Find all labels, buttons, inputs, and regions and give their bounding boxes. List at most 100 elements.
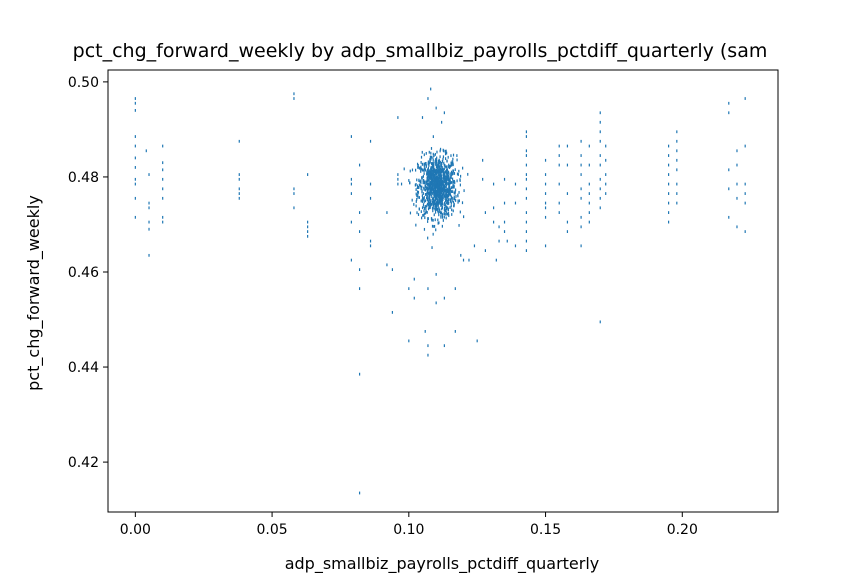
data-point (358, 268, 361, 272)
data-point (441, 224, 443, 228)
data-point (430, 193, 432, 196)
data-point (736, 149, 738, 153)
data-point (423, 200, 425, 204)
data-point (446, 212, 448, 216)
data-point (421, 189, 423, 193)
data-point (426, 172, 429, 175)
data-point (386, 211, 388, 214)
data-point (358, 372, 361, 376)
x-axis: 0.00 0.05 0.10 0.15 0.20 (120, 512, 698, 538)
data-point (441, 195, 443, 199)
data-point (446, 165, 448, 169)
data-point (447, 208, 449, 211)
data-point (433, 224, 436, 228)
data-point (438, 185, 440, 189)
data-point (434, 189, 436, 192)
data-point (350, 177, 352, 181)
data-point (162, 168, 164, 172)
data-point (428, 180, 430, 184)
data-point (428, 174, 430, 177)
data-point (427, 217, 429, 220)
data-point (668, 220, 670, 224)
data-point (676, 182, 678, 186)
data-point (439, 177, 442, 181)
data-point (453, 172, 456, 175)
data-point (437, 170, 439, 174)
data-point (599, 163, 601, 167)
data-point (438, 184, 440, 187)
data-point (445, 199, 447, 203)
data-point (435, 201, 438, 204)
data-point (440, 211, 442, 214)
data-point (446, 199, 448, 203)
data-point (432, 179, 434, 183)
chart-title: pct_chg_forward_weekly by adp_smallbiz_p… (73, 40, 768, 62)
data-point (421, 168, 424, 172)
data-point (668, 154, 670, 157)
data-point (418, 196, 421, 199)
data-point (462, 258, 465, 262)
data-point (435, 272, 437, 276)
data-point (445, 170, 447, 173)
data-point (425, 207, 427, 210)
data-point (439, 184, 441, 188)
data-point (580, 225, 582, 229)
data-point (423, 205, 425, 209)
data-point (293, 187, 295, 191)
data-point (438, 186, 441, 190)
data-point (416, 194, 418, 198)
data-point (492, 206, 495, 210)
data-point (454, 191, 456, 195)
data-point (436, 204, 438, 208)
data-point (736, 163, 738, 167)
data-point (435, 185, 437, 189)
data-point (431, 169, 433, 173)
data-point (605, 158, 607, 162)
data-point (418, 207, 420, 211)
data-point (443, 149, 445, 153)
data-point (439, 201, 441, 205)
data-point (420, 187, 422, 191)
data-point (417, 213, 420, 216)
data-point (744, 182, 746, 186)
data-point (432, 197, 434, 201)
data-point (495, 258, 497, 262)
data-point (429, 173, 431, 177)
data-point (436, 169, 439, 173)
data-point (449, 206, 451, 210)
data-point (427, 200, 430, 204)
data-point (525, 230, 528, 233)
data-point (442, 181, 444, 184)
data-point (432, 168, 434, 172)
data-point (451, 186, 453, 190)
data-point (448, 214, 450, 218)
data-point (430, 151, 432, 155)
data-point (426, 204, 428, 208)
data-point (525, 154, 528, 157)
data-point (458, 169, 460, 173)
y-tick-label: 0.46 (68, 265, 99, 281)
data-point (134, 166, 136, 169)
data-point (459, 179, 461, 182)
data-point (437, 218, 439, 222)
data-point (134, 196, 136, 200)
data-point (430, 191, 432, 195)
data-point (676, 139, 678, 143)
data-point (443, 173, 446, 177)
data-point (442, 173, 444, 177)
data-point (307, 230, 309, 233)
data-point (435, 181, 437, 184)
data-point (423, 172, 425, 176)
data-point (446, 194, 448, 198)
data-point (448, 163, 450, 167)
data-point (428, 197, 430, 201)
data-point (445, 203, 447, 207)
data-point (424, 330, 426, 333)
data-point (432, 175, 434, 179)
y-tick-label: 0.50 (68, 75, 99, 91)
data-point (421, 198, 423, 202)
data-point (451, 208, 453, 212)
data-point (429, 202, 431, 205)
